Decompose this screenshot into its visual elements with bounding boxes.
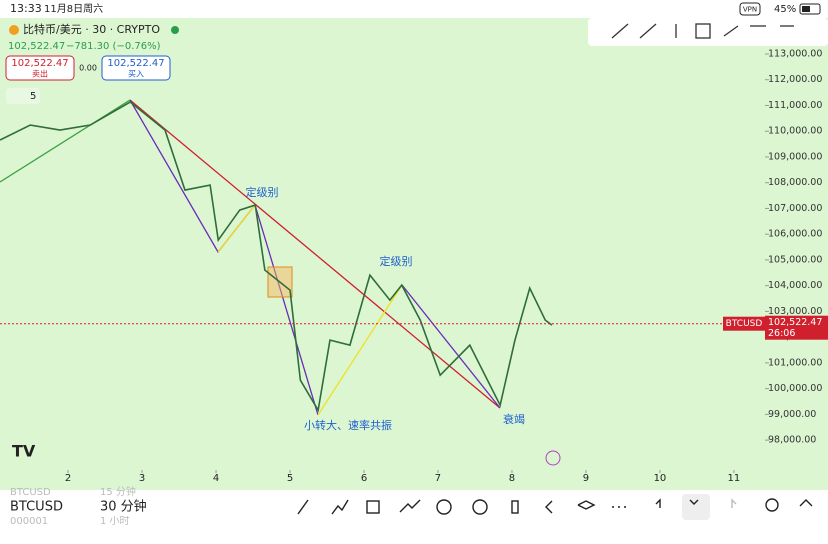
bottom-interval[interactable]: 30 分钟 xyxy=(100,499,147,515)
y-tick-label: 103,000.00 xyxy=(768,306,822,317)
flash-icon[interactable] xyxy=(545,450,561,466)
ghost-interval: 15 分钟 xyxy=(100,485,136,498)
bottom-symbol[interactable]: BTCUSD xyxy=(10,500,63,515)
buy-button[interactable] xyxy=(101,55,171,81)
btn-indicators[interactable] xyxy=(331,499,349,515)
y-tick-label: 101,000.00 xyxy=(768,357,822,368)
btn-redo[interactable] xyxy=(731,498,737,508)
btn-ideas[interactable] xyxy=(765,498,779,512)
buy-label: 买入 xyxy=(128,70,144,79)
sell-price: 102,522.47 xyxy=(11,58,68,69)
y-tick-label: 98,000.00 xyxy=(768,435,816,446)
sell-label: 卖出 xyxy=(32,69,48,79)
btn-fullscreen[interactable] xyxy=(682,494,710,520)
btn-layers[interactable] xyxy=(577,500,596,510)
tool-ray[interactable] xyxy=(639,23,657,39)
battery: 45% xyxy=(774,4,796,15)
fullscreen-icon xyxy=(689,499,699,505)
battery-level xyxy=(802,6,810,12)
annotation: 定级别 xyxy=(380,254,413,268)
x-tick-label: 4 xyxy=(213,473,219,484)
x-tick-label: 10 xyxy=(654,473,667,484)
trend-line xyxy=(317,284,403,416)
spread: 0.00 xyxy=(79,64,97,73)
price-tag-bg xyxy=(723,316,765,331)
current-price-bg xyxy=(765,315,828,340)
btn-alert[interactable] xyxy=(472,499,488,515)
btn-templates[interactable] xyxy=(366,500,380,514)
coin-icon xyxy=(9,25,19,35)
btn-undo[interactable] xyxy=(655,498,661,508)
x-tick-label: 8 xyxy=(509,473,515,484)
x-tick-label: 9 xyxy=(583,473,589,484)
y-tick-label: 104,000.00 xyxy=(768,280,822,291)
annotation: 小转大、速率共振 xyxy=(304,418,392,432)
trend-line xyxy=(0,99,131,183)
vpn-box xyxy=(739,2,761,16)
x-tick-label: 3 xyxy=(139,473,145,484)
buy-price: 102,522.47 xyxy=(107,58,164,69)
x-tick-label: 7 xyxy=(435,473,441,484)
x-tick-label: 2 xyxy=(65,473,71,484)
y-tick-label: 110,000.00 xyxy=(768,126,822,137)
x-tick-label: 5 xyxy=(287,473,293,484)
y-tick-label: 111,000.00 xyxy=(768,100,822,111)
date: 11月8日周六 xyxy=(44,3,103,15)
vpn: VPN xyxy=(743,6,757,14)
y-tick-label: 109,000.00 xyxy=(768,151,822,162)
annotation: 定级别 xyxy=(246,185,279,199)
drawing-toolbar xyxy=(588,18,828,46)
symbol[interactable]: 比特币/美元 · 30 · CRYPTO xyxy=(23,22,160,36)
btn-draw[interactable] xyxy=(297,499,309,515)
trend-line xyxy=(129,99,501,409)
price-tag: BTCUSD xyxy=(726,319,763,329)
ghost-interval: 1 小时 xyxy=(100,515,130,527)
ghost-symbol: BTCUSD xyxy=(10,487,51,498)
y-tick-label: 107,000.00 xyxy=(768,203,822,214)
tool-trendline[interactable] xyxy=(611,23,629,39)
time: 13:33 xyxy=(10,2,42,15)
ghost-symbol: 000001 xyxy=(10,516,48,527)
current-price-label: 102,522.47 xyxy=(768,317,822,328)
btn-replay[interactable] xyxy=(545,500,553,514)
btn-share[interactable] xyxy=(799,499,813,507)
price-line xyxy=(0,101,553,413)
sell-button[interactable] xyxy=(5,55,75,81)
y-tick-label: 113,000.00 xyxy=(768,48,822,59)
btn-add[interactable] xyxy=(436,499,452,515)
countdown: 26:06 xyxy=(768,328,795,339)
x-tick-label: 6 xyxy=(361,473,367,484)
trend-line xyxy=(217,204,256,253)
annotation: 衰竭 xyxy=(503,412,525,426)
y-tick-label: 108,000.00 xyxy=(768,177,822,188)
x-tick-label: 11 xyxy=(728,473,741,484)
y-tick-label: 112,000.00 xyxy=(768,74,822,85)
y-tick-label: 105,000.00 xyxy=(768,254,822,265)
market-status xyxy=(171,26,179,34)
btn-compare[interactable] xyxy=(399,499,421,513)
last-price: 102,522.47 xyxy=(8,41,65,52)
tool-rect[interactable] xyxy=(695,23,711,39)
btn-chart-type[interactable] xyxy=(511,500,519,514)
status-bar xyxy=(0,0,828,18)
y-tick-label: 106,000.00 xyxy=(768,229,822,240)
price-change: −781.30 (−0.76%) xyxy=(66,41,161,52)
y-tick-label: 100,000.00 xyxy=(768,383,822,394)
y-tick-label: 99,000.00 xyxy=(768,409,816,420)
plot: TV xyxy=(0,99,561,466)
symbol-row xyxy=(0,498,300,516)
indicator-toggle[interactable] xyxy=(6,88,40,104)
chart-background xyxy=(0,0,828,490)
tv-logo: TV xyxy=(12,442,36,461)
battery-icon xyxy=(799,3,821,15)
indicator-count: 5 xyxy=(30,91,36,102)
trend-line xyxy=(401,284,501,409)
tool-pattern[interactable] xyxy=(723,25,739,37)
